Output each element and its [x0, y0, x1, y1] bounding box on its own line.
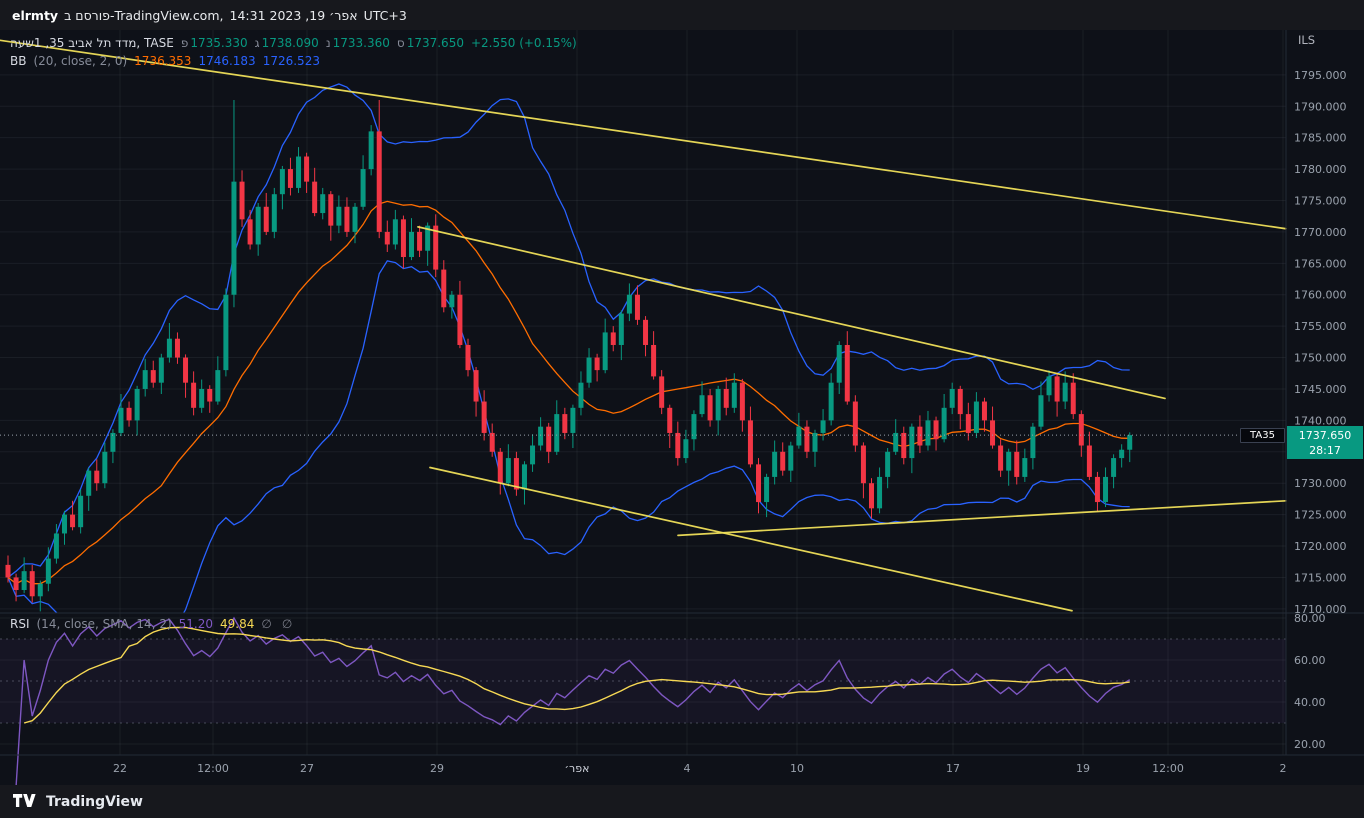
svg-text:40.00: 40.00 — [1294, 696, 1326, 709]
bb-indicator-legend[interactable]: BB (20, close, 2, 0) 1736.353 1746.183 1… — [10, 54, 320, 68]
svg-text:80.00: 80.00 — [1294, 612, 1326, 625]
bb-basis-value: 1736.353 — [134, 54, 192, 68]
ohlc-close: ס 1737.650 — [397, 36, 464, 50]
svg-text:10: 10 — [790, 762, 804, 775]
ohlc-high: ג 1738.090 — [255, 36, 319, 50]
svg-text:1775.000: 1775.000 — [1294, 194, 1347, 207]
svg-text:19: 19 — [1076, 762, 1090, 775]
close-label: ס — [396, 36, 405, 50]
rsi-value: 51.20 — [178, 617, 213, 631]
close-value: 1737.650 — [406, 36, 464, 50]
svg-text:1725.000: 1725.000 — [1294, 509, 1347, 522]
svg-text:1740.000: 1740.000 — [1294, 414, 1347, 427]
chart-area[interactable]: ILS 1710.000 1715.000 1720.000 1725.000 1730.… — [0, 30, 1364, 785]
change-value: +2.550 (+0.15%) — [470, 36, 577, 50]
svg-text:1745.000: 1745.000 — [1294, 383, 1347, 396]
svg-text:1755.000: 1755.000 — [1294, 320, 1347, 333]
svg-text:1760.000: 1760.000 — [1294, 289, 1347, 302]
svg-text:20.00: 20.00 — [1294, 738, 1326, 751]
svg-text:1765.000: 1765.000 — [1294, 257, 1347, 270]
ohlc-low: נ 1733.360 — [326, 36, 390, 50]
svg-text:1720.000: 1720.000 — [1294, 540, 1347, 553]
rsi-name: RSI — [10, 617, 30, 631]
symbol-price-line-tag: TA35 — [1240, 428, 1285, 443]
svg-text:ILS: ILS — [1298, 33, 1315, 47]
svg-text:27: 27 — [300, 762, 314, 775]
bb-name: BB — [10, 54, 27, 68]
hidden-plot-icon[interactable]: ∅ — [261, 617, 275, 631]
open-value: 1735.330 — [190, 36, 248, 50]
bb-lower-value: 1726.523 — [262, 54, 320, 68]
svg-text:1790.000: 1790.000 — [1294, 100, 1347, 113]
svg-text:1785.000: 1785.000 — [1294, 132, 1347, 145]
svg-text:29: 29 — [430, 762, 444, 775]
open-label: פ — [180, 36, 189, 50]
svg-text:1730.000: 1730.000 — [1294, 477, 1347, 490]
svg-text:1710.000: 1710.000 — [1294, 603, 1347, 616]
bar-countdown: 28:17 — [1309, 443, 1341, 457]
bb-params: (20, close, 2, 0) — [33, 54, 128, 68]
svg-text:1795.000: 1795.000 — [1294, 69, 1347, 82]
svg-text:1780.000: 1780.000 — [1294, 163, 1347, 176]
tradingview-logo-icon[interactable] — [13, 792, 37, 811]
rsi-indicator-legend[interactable]: RSI (14, close, SMA, 14, 2) 51.20 49.84 … — [10, 617, 295, 631]
svg-text:2: 2 — [1280, 762, 1287, 775]
svg-text:17: 17 — [946, 762, 960, 775]
chart-canvas[interactable]: ILS 1710.000 1715.000 1720.000 1725.000 1730.… — [0, 30, 1364, 785]
footer: TradingView — [0, 785, 1364, 818]
high-label: ג — [254, 36, 260, 50]
brand-name[interactable]: TradingView — [46, 793, 143, 810]
low-value: 1733.360 — [332, 36, 390, 50]
svg-text:1750.000: 1750.000 — [1294, 352, 1347, 365]
symbol-legend[interactable]: מדד תל אביב 35, 1שעה, TASE פ 1735.330 ג … — [10, 36, 577, 50]
last-price-value: 1737.650 — [1298, 428, 1352, 442]
svg-text:1770.000: 1770.000 — [1294, 226, 1347, 239]
svg-text:60.00: 60.00 — [1294, 654, 1326, 667]
bb-upper-value: 1746.183 — [198, 54, 256, 68]
snapshot-datetime: אפר׳ 19, 2023 14:31 — [229, 7, 358, 23]
svg-text:12:00: 12:00 — [197, 762, 229, 775]
symbol-title: מדד תל אביב 35, 1שעה, TASE — [10, 36, 174, 50]
published-on-text: פורסם ב-TradingView.com, — [64, 7, 224, 23]
rsi-params: (14, close, SMA, 14, 2) — [36, 617, 172, 631]
svg-text:אפר׳: אפר׳ — [564, 762, 589, 775]
ohlc-open: פ 1735.330 — [181, 36, 248, 50]
hidden-plot-icon[interactable]: ∅ — [281, 617, 296, 631]
svg-text:4: 4 — [684, 762, 691, 775]
low-label: נ — [325, 36, 331, 50]
svg-text:1715.000: 1715.000 — [1294, 571, 1347, 584]
snapshot-timezone: UTC+3 — [363, 7, 407, 23]
publisher-name: elrmty — [12, 7, 59, 23]
topbar: elrmty פורסם ב-TradingView.com, אפר׳ 19,… — [0, 0, 1364, 30]
high-value: 1738.090 — [261, 36, 319, 50]
rsi-ma-value: 49.84 — [220, 617, 255, 631]
svg-text:22: 22 — [113, 762, 127, 775]
last-price-label[interactable]: 1737.650 28:17 — [1287, 426, 1363, 459]
svg-text:12:00: 12:00 — [1152, 762, 1184, 775]
